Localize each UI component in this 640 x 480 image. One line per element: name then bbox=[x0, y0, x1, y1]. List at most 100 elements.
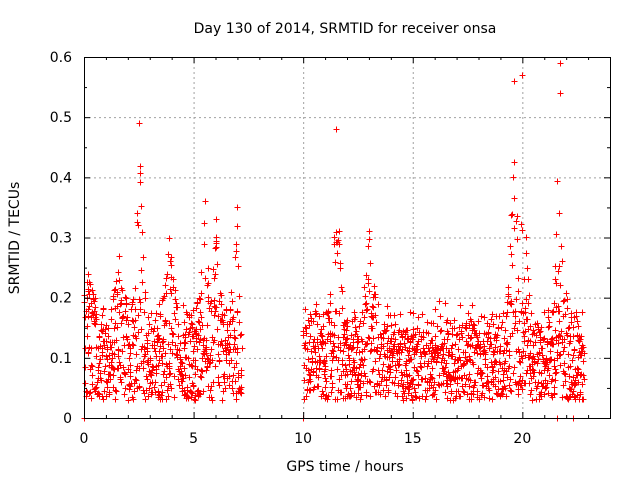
data-point bbox=[398, 349, 405, 356]
data-point bbox=[452, 341, 459, 348]
data-point bbox=[181, 339, 188, 346]
data-point bbox=[131, 388, 138, 395]
data-point bbox=[303, 325, 310, 332]
data-point bbox=[232, 254, 239, 261]
data-point bbox=[174, 304, 181, 311]
data-point bbox=[379, 367, 386, 374]
data-point bbox=[397, 311, 404, 318]
data-point bbox=[231, 341, 238, 348]
data-point bbox=[127, 383, 134, 390]
data-point bbox=[561, 344, 568, 351]
data-point bbox=[356, 349, 363, 356]
data-point bbox=[506, 382, 513, 389]
data-point bbox=[519, 355, 526, 362]
data-point bbox=[580, 372, 587, 379]
data-point bbox=[230, 372, 237, 379]
data-point bbox=[363, 307, 370, 314]
data-point bbox=[209, 397, 216, 404]
data-point bbox=[336, 376, 343, 383]
data-point bbox=[115, 347, 122, 354]
data-point bbox=[436, 298, 443, 305]
data-point bbox=[196, 339, 203, 346]
data-point bbox=[122, 371, 129, 378]
data-point bbox=[310, 369, 317, 376]
data-point bbox=[414, 368, 421, 375]
data-point bbox=[238, 372, 245, 379]
data-point bbox=[230, 314, 237, 321]
data-point bbox=[564, 332, 571, 339]
data-point bbox=[337, 260, 344, 267]
data-point bbox=[175, 321, 182, 328]
data-point bbox=[177, 356, 184, 363]
data-point bbox=[525, 300, 532, 307]
data-point bbox=[327, 300, 334, 307]
data-point bbox=[409, 377, 416, 384]
data-point bbox=[229, 298, 236, 305]
data-point bbox=[142, 289, 149, 296]
data-point bbox=[169, 339, 176, 346]
data-point bbox=[329, 347, 336, 354]
data-point bbox=[531, 359, 538, 366]
data-point bbox=[160, 371, 167, 378]
data-point bbox=[373, 347, 380, 354]
data-point bbox=[168, 254, 175, 261]
data-point bbox=[207, 352, 214, 359]
data-point bbox=[566, 373, 573, 380]
data-point bbox=[197, 373, 204, 380]
data-point bbox=[354, 344, 361, 351]
data-point bbox=[92, 295, 99, 302]
data-point bbox=[213, 234, 220, 241]
data-point bbox=[166, 363, 173, 370]
data-point bbox=[151, 338, 158, 345]
data-point bbox=[222, 385, 229, 392]
data-point bbox=[570, 324, 577, 331]
data-point bbox=[191, 396, 198, 403]
data-point bbox=[344, 323, 351, 330]
data-point bbox=[328, 367, 335, 374]
data-point bbox=[466, 353, 473, 360]
data-point bbox=[400, 381, 407, 388]
data-point bbox=[160, 338, 167, 345]
data-point bbox=[357, 384, 364, 391]
data-point bbox=[436, 372, 443, 379]
data-point bbox=[410, 376, 417, 383]
data-point bbox=[231, 334, 238, 341]
data-point bbox=[366, 228, 373, 235]
data-point bbox=[349, 345, 356, 352]
data-point bbox=[524, 367, 531, 374]
data-point bbox=[315, 383, 322, 390]
data-point bbox=[125, 397, 132, 404]
data-point bbox=[234, 204, 241, 211]
data-point bbox=[563, 290, 570, 297]
data-point bbox=[362, 373, 369, 380]
data-point bbox=[560, 348, 567, 355]
data-point bbox=[523, 250, 530, 257]
data-point bbox=[500, 371, 507, 378]
data-point bbox=[192, 371, 199, 378]
y-axis-label: SRMTID / TECUs bbox=[7, 182, 23, 295]
data-point bbox=[409, 396, 416, 403]
data-point bbox=[226, 349, 233, 356]
data-point bbox=[163, 275, 170, 282]
data-point bbox=[539, 352, 546, 359]
data-point bbox=[514, 213, 521, 220]
data-point bbox=[82, 364, 89, 371]
data-point bbox=[195, 332, 202, 339]
data-point bbox=[530, 373, 537, 380]
data-point bbox=[187, 338, 194, 345]
data-point bbox=[184, 387, 191, 394]
data-point bbox=[443, 380, 450, 387]
data-point bbox=[515, 288, 522, 295]
data-point bbox=[98, 377, 105, 384]
data-point bbox=[561, 336, 568, 343]
data-point bbox=[404, 379, 411, 386]
data-point bbox=[125, 321, 132, 328]
data-point bbox=[378, 378, 385, 385]
data-point bbox=[524, 265, 531, 272]
data-point bbox=[361, 356, 368, 363]
data-point bbox=[113, 388, 120, 395]
data-point bbox=[429, 337, 436, 344]
data-point bbox=[141, 309, 148, 316]
data-point bbox=[387, 369, 394, 376]
data-point bbox=[550, 341, 557, 348]
